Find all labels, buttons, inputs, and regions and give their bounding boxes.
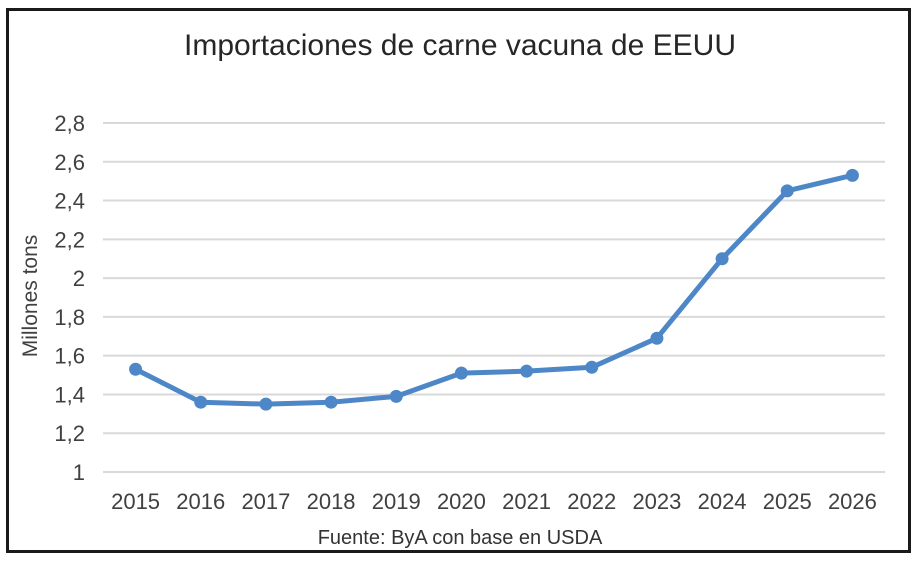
- data-point-2026: [845, 168, 859, 182]
- x-tick-label: 2016: [176, 489, 225, 514]
- data-point-2024: [715, 252, 729, 266]
- x-tick-label: 2023: [632, 489, 681, 514]
- data-point-2021: [520, 364, 534, 378]
- source-note: Fuente: ByA con base en USDA: [317, 527, 603, 549]
- x-tick-label: 2024: [698, 489, 747, 514]
- x-tick-label: 2021: [502, 489, 551, 514]
- y-tick-label: 2,4: [54, 189, 85, 214]
- x-tick-label: 2017: [241, 489, 290, 514]
- x-tick-label: 2018: [307, 489, 356, 514]
- y-tick-label: 1,8: [54, 305, 85, 330]
- y-tick-label: 2: [73, 266, 85, 291]
- y-tick-label: 1,2: [54, 421, 85, 446]
- data-point-2017: [259, 397, 273, 411]
- x-tick-label: 2022: [567, 489, 616, 514]
- data-point-2018: [324, 395, 338, 409]
- data-point-2019: [389, 389, 403, 403]
- data-point-2025: [780, 184, 794, 198]
- y-tick-label: 1,6: [54, 344, 85, 369]
- x-tick-label: 2015: [111, 489, 160, 514]
- y-tick-label: 2,2: [54, 227, 85, 252]
- data-point-2015: [129, 362, 143, 376]
- data-point-2016: [194, 395, 208, 409]
- x-tick-label: 2025: [763, 489, 812, 514]
- y-tick-label: 1,4: [54, 382, 85, 407]
- y-tick-label: 1: [73, 460, 85, 485]
- chart-title: Importaciones de carne vacuna de EEUU: [184, 29, 736, 62]
- data-point-2022: [585, 360, 599, 374]
- series-line: [133, 172, 855, 407]
- data-point-2020: [454, 366, 468, 380]
- y-tick-label: 2,8: [54, 111, 85, 136]
- x-tick-label: 2020: [437, 489, 486, 514]
- x-tick-label: 2026: [828, 489, 877, 514]
- x-tick-label: 2019: [372, 489, 421, 514]
- data-point-2023: [650, 331, 664, 345]
- y-tick-label: 2,6: [54, 150, 85, 175]
